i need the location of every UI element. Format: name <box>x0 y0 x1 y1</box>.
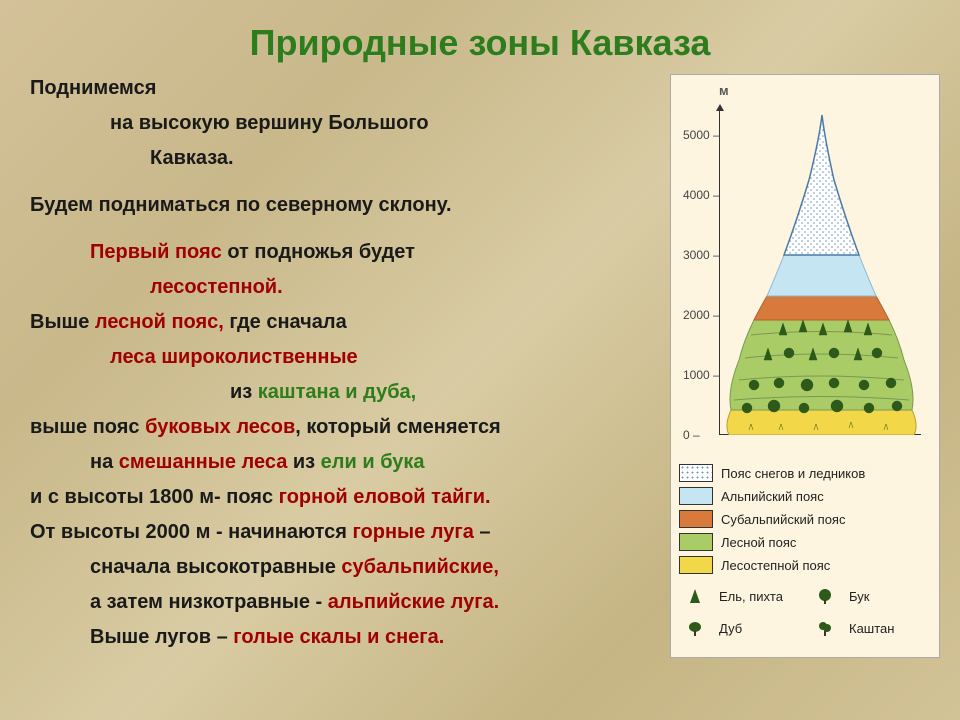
text-column: Поднимемся на высокую вершину Большого К… <box>30 74 660 658</box>
legend-swatch <box>679 510 713 528</box>
tree-legend-label: Дуб <box>719 621 742 636</box>
para-3: Первый пояс от подножья будет <box>30 238 660 267</box>
tree-legend-row: Дуб <box>679 619 801 637</box>
legend-label: Лесной пояс <box>721 535 796 550</box>
para-4d: леса широколиственные <box>30 343 660 372</box>
para-1: Поднимемся <box>30 74 660 103</box>
axis-unit-label: м <box>719 83 931 98</box>
chart-column: м 0 – 1000 – 2000 – 3000 – 4000 – 5000 – <box>670 74 940 658</box>
legend-label: Лесостепной пояс <box>721 558 830 573</box>
legend-row: Субальпийский пояс <box>679 510 931 528</box>
tree-legend-container: Ель, пихта Бук Дуб Каштан <box>679 582 931 642</box>
tree-icon <box>809 587 841 605</box>
tree-icon <box>679 619 711 637</box>
legend-swatch <box>679 533 713 551</box>
para-3c: лесостепной. <box>30 273 660 302</box>
slide-title: Природные зоны Кавказа <box>0 0 960 64</box>
mountain-diagram <box>719 110 924 435</box>
para-2: Будем подниматься по северному склону. <box>30 191 660 220</box>
para-4: Выше лесной пояс, где сначала <box>30 308 660 337</box>
axis-tick: 2000 – <box>683 308 720 322</box>
para-4e: из каштана и дуба, <box>30 378 660 407</box>
content-wrapper: Поднимемся на высокую вершину Большого К… <box>0 64 960 658</box>
tree-legend-row: Ель, пихта <box>679 587 801 605</box>
legend-row: Альпийский пояс <box>679 487 931 505</box>
tree-legend-row: Бук <box>809 587 931 605</box>
legend-swatch <box>679 464 713 482</box>
tree-icon <box>679 587 711 605</box>
tree-legend-row: Каштан <box>809 619 931 637</box>
para-5: выше пояс буковых лесов, который сменяет… <box>30 413 660 442</box>
tree-legend-label: Бук <box>849 589 869 604</box>
chart-area: 0 – 1000 – 2000 – 3000 – 4000 – 5000 – <box>679 100 931 450</box>
legend-label: Альпийский пояс <box>721 489 824 504</box>
legend-row: Лесной пояс <box>679 533 931 551</box>
legend-container: Пояс снегов и ледников Альпийский пояс Суб… <box>679 464 931 574</box>
tree-icon <box>809 619 841 637</box>
para-7: От высоты 2000 м - начинаются горные луг… <box>30 518 660 547</box>
para-6: и с высоты 1800 м- пояс горной еловой та… <box>30 483 660 512</box>
axis-tick: 1000 – <box>683 368 720 382</box>
legend-row: Пояс снегов и ледников <box>679 464 931 482</box>
para-9: а затем низкотравные - альпийские луга. <box>30 588 660 617</box>
para-10: Выше лугов – голые скалы и снега. <box>30 623 660 652</box>
axis-tick: 4000 – <box>683 188 720 202</box>
para-1c: Кавказа. <box>30 144 660 173</box>
legend-label: Субальпийский пояс <box>721 512 845 527</box>
slide-page: Природные зоны Кавказа Поднимемся на выс… <box>0 0 960 720</box>
para-1b: на высокую вершину Большого <box>30 109 660 138</box>
axis-tick: 3000 – <box>683 248 720 262</box>
legend-swatch <box>679 487 713 505</box>
legend-row: Лесостепной пояс <box>679 556 931 574</box>
tree-legend-label: Ель, пихта <box>719 589 783 604</box>
tree-legend-label: Каштан <box>849 621 894 636</box>
legend-swatch <box>679 556 713 574</box>
axis-tick: 5000 – <box>683 128 720 142</box>
legend-label: Пояс снегов и ледников <box>721 466 865 481</box>
para-5d: на смешанные леса из ели и бука <box>30 448 660 477</box>
para-8: сначала высокотравные субальпийские, <box>30 553 660 582</box>
axis-tick: 0 – <box>683 428 700 442</box>
